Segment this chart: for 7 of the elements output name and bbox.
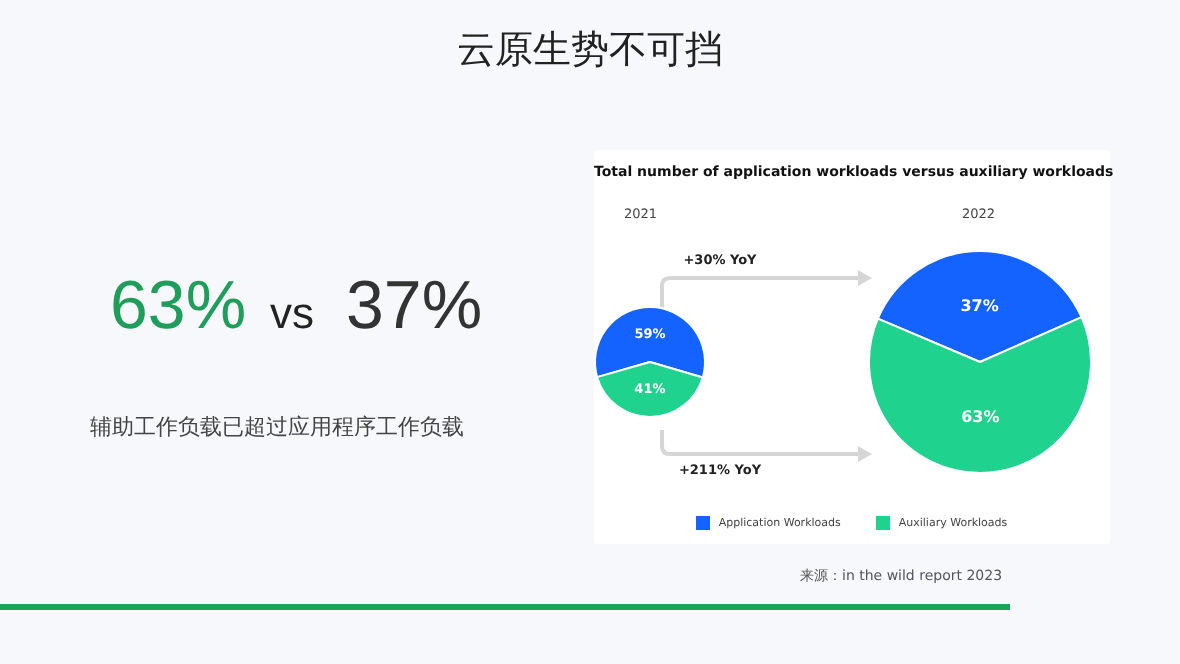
data-label: 37% [960,296,999,315]
text: vs [270,288,314,340]
text: 63% [110,268,247,346]
data-label: 63% [961,407,1000,426]
text: 37% [346,268,483,346]
text: 辅助工作负载已超过应用程序工作负载 [90,412,464,442]
text: 云原生势不可挡 [455,26,725,76]
